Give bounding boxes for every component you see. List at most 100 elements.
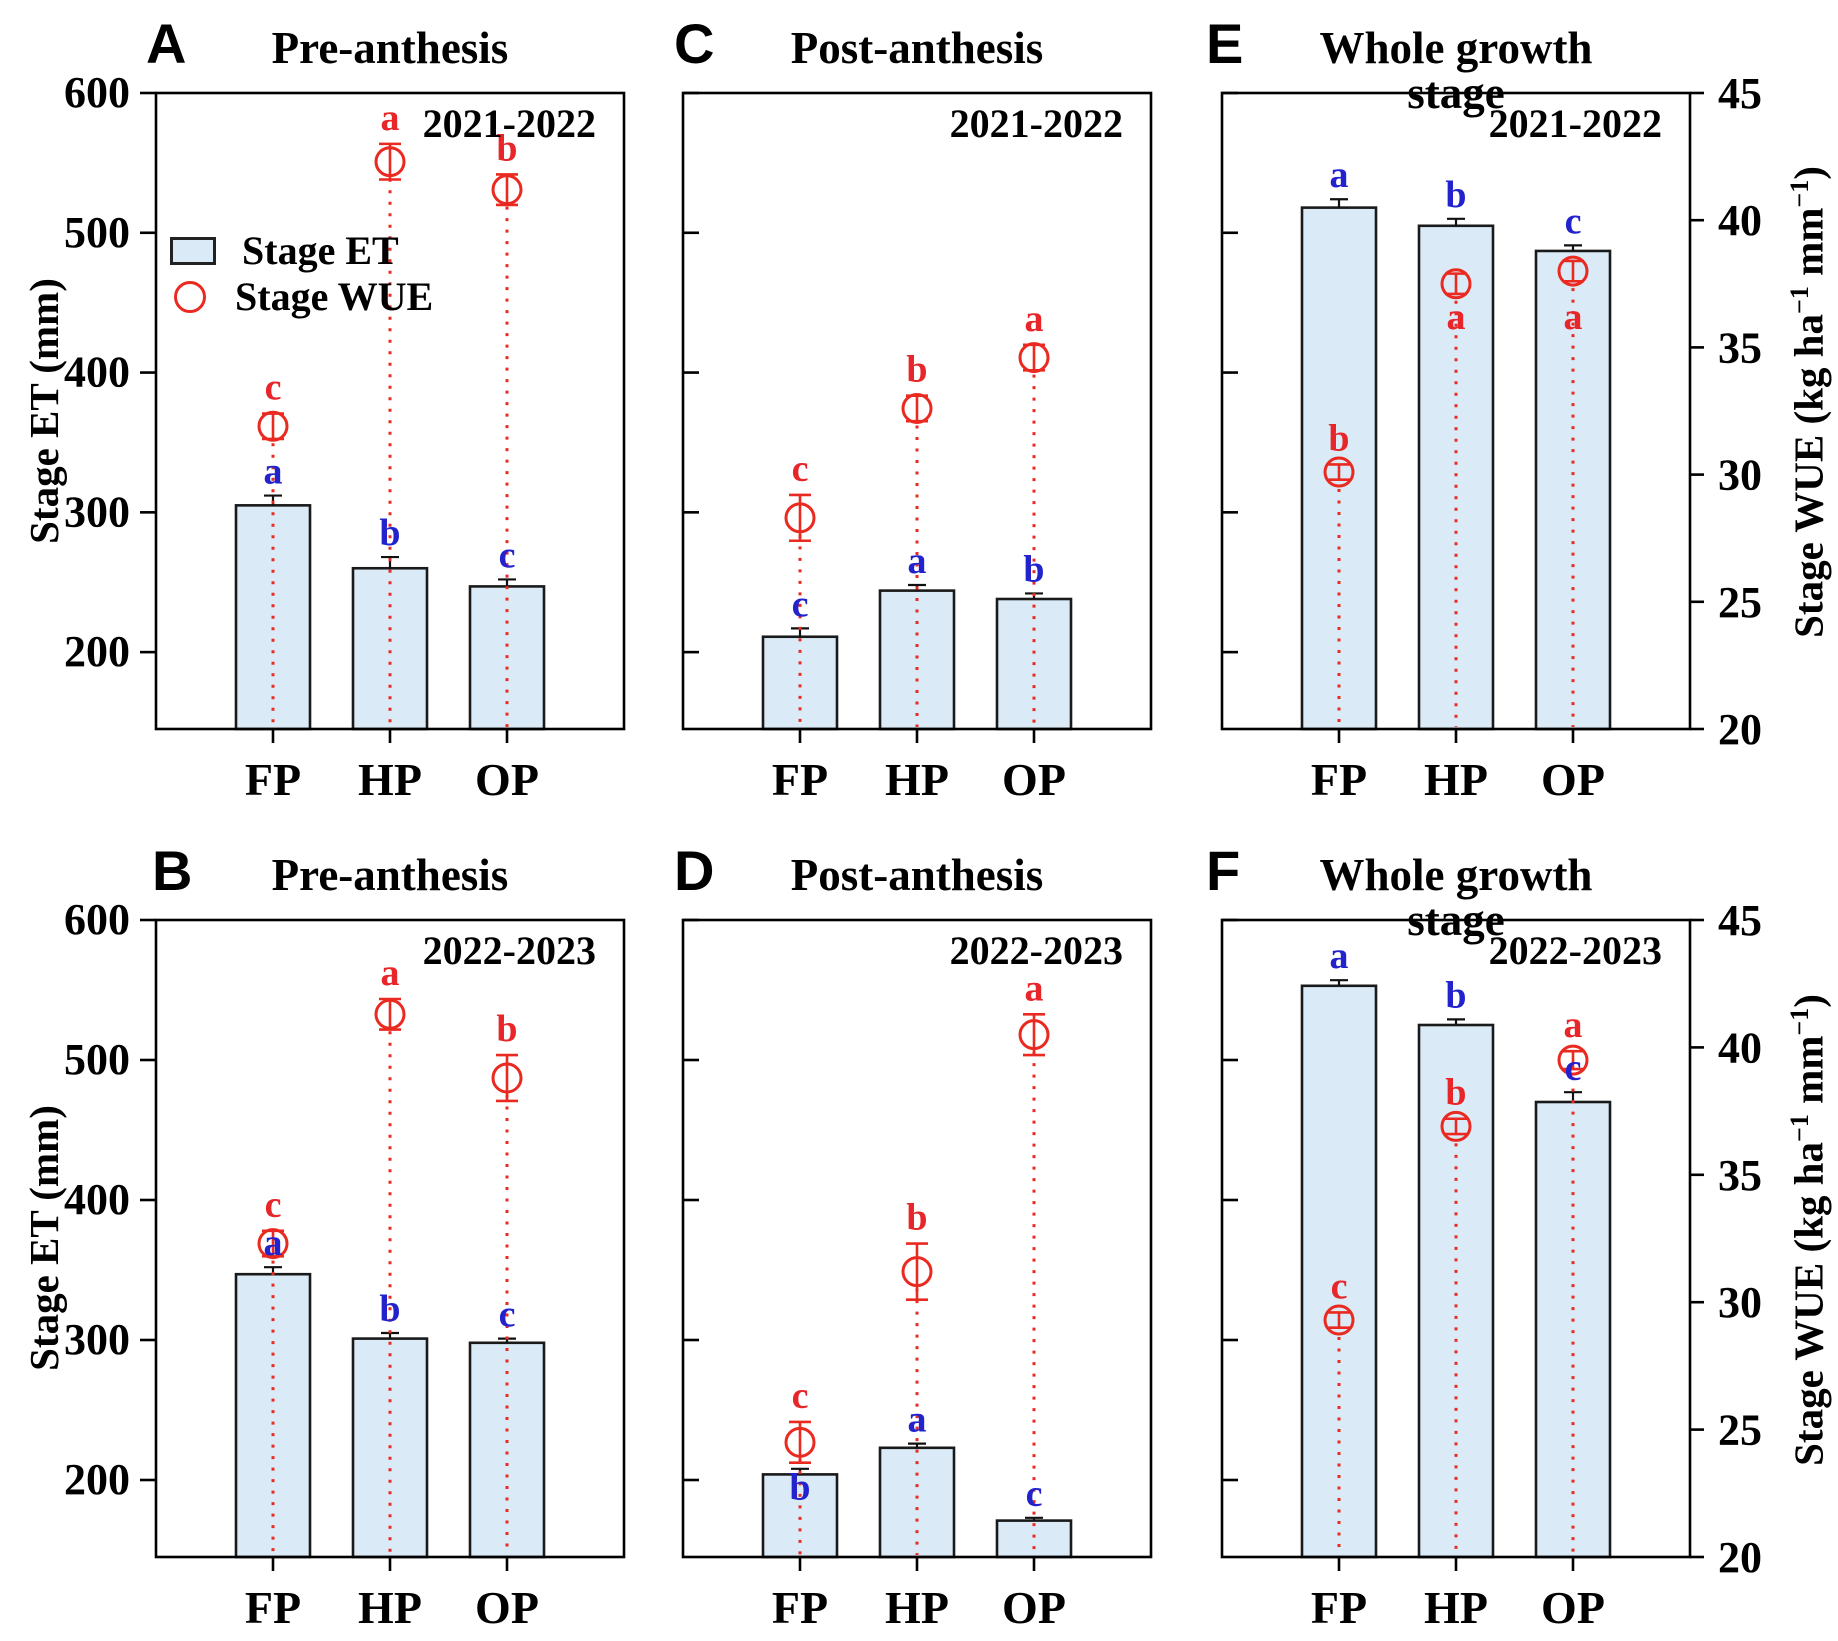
panel-F-bar-FP: [1300, 984, 1378, 1559]
panel-B-wue-marker-HP: [374, 998, 406, 1030]
panel-title-F: Whole growth stage: [1319, 850, 1593, 945]
panel-E-wue-letter-HP: a: [1447, 296, 1466, 338]
panel-B-et-tick-label: 600: [64, 895, 130, 944]
stage-et-swatch-icon: [170, 237, 216, 265]
panel-A-wue-marker-OP: [491, 174, 523, 206]
panel-B-et-tick-label: 200: [64, 1455, 130, 1504]
panel-C-x-label-HP: HP: [885, 754, 949, 805]
panel-title-B: Pre-anthesis: [271, 850, 509, 900]
panel-E-wue-tick-label: 40: [1718, 196, 1762, 245]
panel-B-x-label-FP: FP: [245, 1582, 301, 1633]
panel-title-C: Post-anthesis: [790, 23, 1044, 73]
panel-A-x-label-OP: OP: [475, 754, 539, 805]
stage-wue-swatch-icon: [174, 281, 206, 313]
panel-title-E: Whole growth stage: [1319, 23, 1593, 118]
panel-A-x-label-FP: FP: [245, 754, 301, 805]
panel-F-et-letter-OP: c: [1565, 1047, 1582, 1089]
panel-B-x-label-OP: OP: [475, 1582, 539, 1633]
legend-item-stage-et: Stage ET: [170, 228, 433, 274]
panel-A-wue-marker-HP: [374, 146, 406, 178]
panel-A-et-letter-HP: b: [379, 512, 400, 554]
panel-F-wue-marker-OP: [1557, 1044, 1589, 1076]
panel-C-wue-letter-OP: a: [1025, 298, 1044, 340]
panel-E-wue-tick-label: 25: [1718, 578, 1762, 627]
panel-title-D: Post-anthesis: [790, 850, 1044, 900]
panel-B-et-tick-label: 500: [64, 1035, 130, 1084]
panel-A-et-letter-FP: a: [264, 451, 283, 493]
panel-B-bar-OP: [468, 1341, 546, 1559]
panel-letter-C: C: [674, 12, 715, 75]
panel-F-et-letter-HP: b: [1445, 974, 1466, 1016]
panel-E-wue-letter-OP: a: [1564, 296, 1583, 338]
panel-A-bar-HP: [351, 566, 429, 731]
panel-E-wue-letter-FP: b: [1328, 417, 1349, 459]
panel-F-x-label-OP: OP: [1541, 1582, 1605, 1633]
panel-A-et-tick-label: 300: [64, 487, 130, 536]
legend-label-stage-et: Stage ET: [242, 228, 399, 273]
axis-title-et-row1: Stage ET (mm): [21, 278, 67, 544]
panel-C-x-label-OP: OP: [1002, 754, 1066, 805]
panel-B-et-letter-FP: a: [264, 1222, 283, 1264]
panel-D-et-letter-FP: b: [789, 1467, 810, 1509]
panel-D-wue-letter-OP: a: [1025, 967, 1044, 1009]
panel-letter-A: A: [146, 12, 187, 75]
panel-A-et-tick-label: 500: [64, 208, 130, 257]
panel-C-wue-letter-FP: c: [792, 448, 809, 490]
panel-D-wue-letter-HP: b: [906, 1197, 927, 1239]
panel-C-wue-marker-FP: [784, 502, 816, 534]
panel-F-wue-marker-FP: [1323, 1304, 1355, 1336]
panel-E-bar-OP: [1534, 249, 1612, 731]
panel-B-x-label-HP: HP: [358, 1582, 422, 1633]
panel-D-wue-marker-HP: [901, 1256, 933, 1288]
panel-E-wue-marker-OP: [1557, 255, 1589, 287]
axis-title-et-row2: Stage ET (mm): [21, 1105, 67, 1371]
panel-E-wue-tick-label: 20: [1718, 705, 1762, 754]
year-label-F: 2022-2023: [1488, 928, 1662, 973]
panel-C-et-letter-OP: b: [1023, 548, 1044, 590]
panel-F-wue-tick-label: 30: [1718, 1278, 1762, 1327]
panel-E-wue-tick-label: 45: [1718, 69, 1762, 118]
panel-F-x-label-FP: FP: [1311, 1582, 1367, 1633]
panel-C-wue-marker-OP: [1018, 342, 1050, 374]
panel-A-wue-letter-HP: a: [381, 97, 400, 139]
panel-D-x-label-HP: HP: [885, 1582, 949, 1633]
panel-F-wue-letter-FP: c: [1331, 1265, 1348, 1307]
year-label-E: 2021-2022: [1488, 101, 1662, 146]
panel-letter-D: D: [674, 839, 715, 902]
panel-C-wue-marker-HP: [901, 392, 933, 424]
panel-D-x-label-FP: FP: [772, 1582, 828, 1633]
panel-D-wue-letter-FP: c: [792, 1375, 809, 1417]
panel-F-x-label-HP: HP: [1424, 1582, 1488, 1633]
panel-E-x-label-OP: OP: [1541, 754, 1605, 805]
axis-title-wue-row1: Stage WUE (kg ha−1 mm−1): [1785, 166, 1832, 638]
panel-A-wue-letter-OP: b: [496, 127, 517, 169]
panel-A-wue-marker-FP: [257, 410, 289, 442]
panel-letter-B: B: [152, 839, 193, 902]
panel-B-et-tick-label: 400: [64, 1175, 130, 1224]
panel-F-wue-tick-label: 25: [1718, 1406, 1762, 1455]
panel-B-wue-letter-HP: a: [381, 952, 400, 994]
panel-D-wue-marker-OP: [1018, 1019, 1050, 1051]
panel-D-et-letter-OP: c: [1026, 1473, 1043, 1515]
panel-D-wue-marker-FP: [784, 1426, 816, 1458]
year-label-D: 2022-2023: [949, 928, 1123, 973]
legend-label-stage-wue: Stage WUE: [235, 274, 434, 319]
panel-F-wue-tick-label: 40: [1718, 1023, 1762, 1072]
panel-B-wue-marker-FP: [257, 1228, 289, 1260]
panel-D-bar-HP: [878, 1446, 956, 1559]
panel-B-et-tick-label: 300: [64, 1315, 130, 1364]
panel-A-wue-letter-FP: c: [265, 367, 282, 409]
panel-B-et-letter-HP: b: [379, 1288, 400, 1330]
panel-B-wue-letter-OP: b: [496, 1008, 517, 1050]
panel-E-wue-tick-label: 35: [1718, 323, 1762, 372]
panel-C-et-letter-HP: a: [908, 540, 927, 582]
panel-E-x-label-HP: HP: [1424, 754, 1488, 805]
panel-E-wue-marker-FP: [1323, 456, 1355, 488]
panel-F-wue-letter-OP: a: [1564, 1004, 1583, 1046]
panel-C-x-label-FP: FP: [772, 754, 828, 805]
panel-A-x-label-HP: HP: [358, 754, 422, 805]
year-label-C: 2021-2022: [949, 101, 1123, 146]
panel-E-et-letter-OP: c: [1565, 200, 1582, 242]
